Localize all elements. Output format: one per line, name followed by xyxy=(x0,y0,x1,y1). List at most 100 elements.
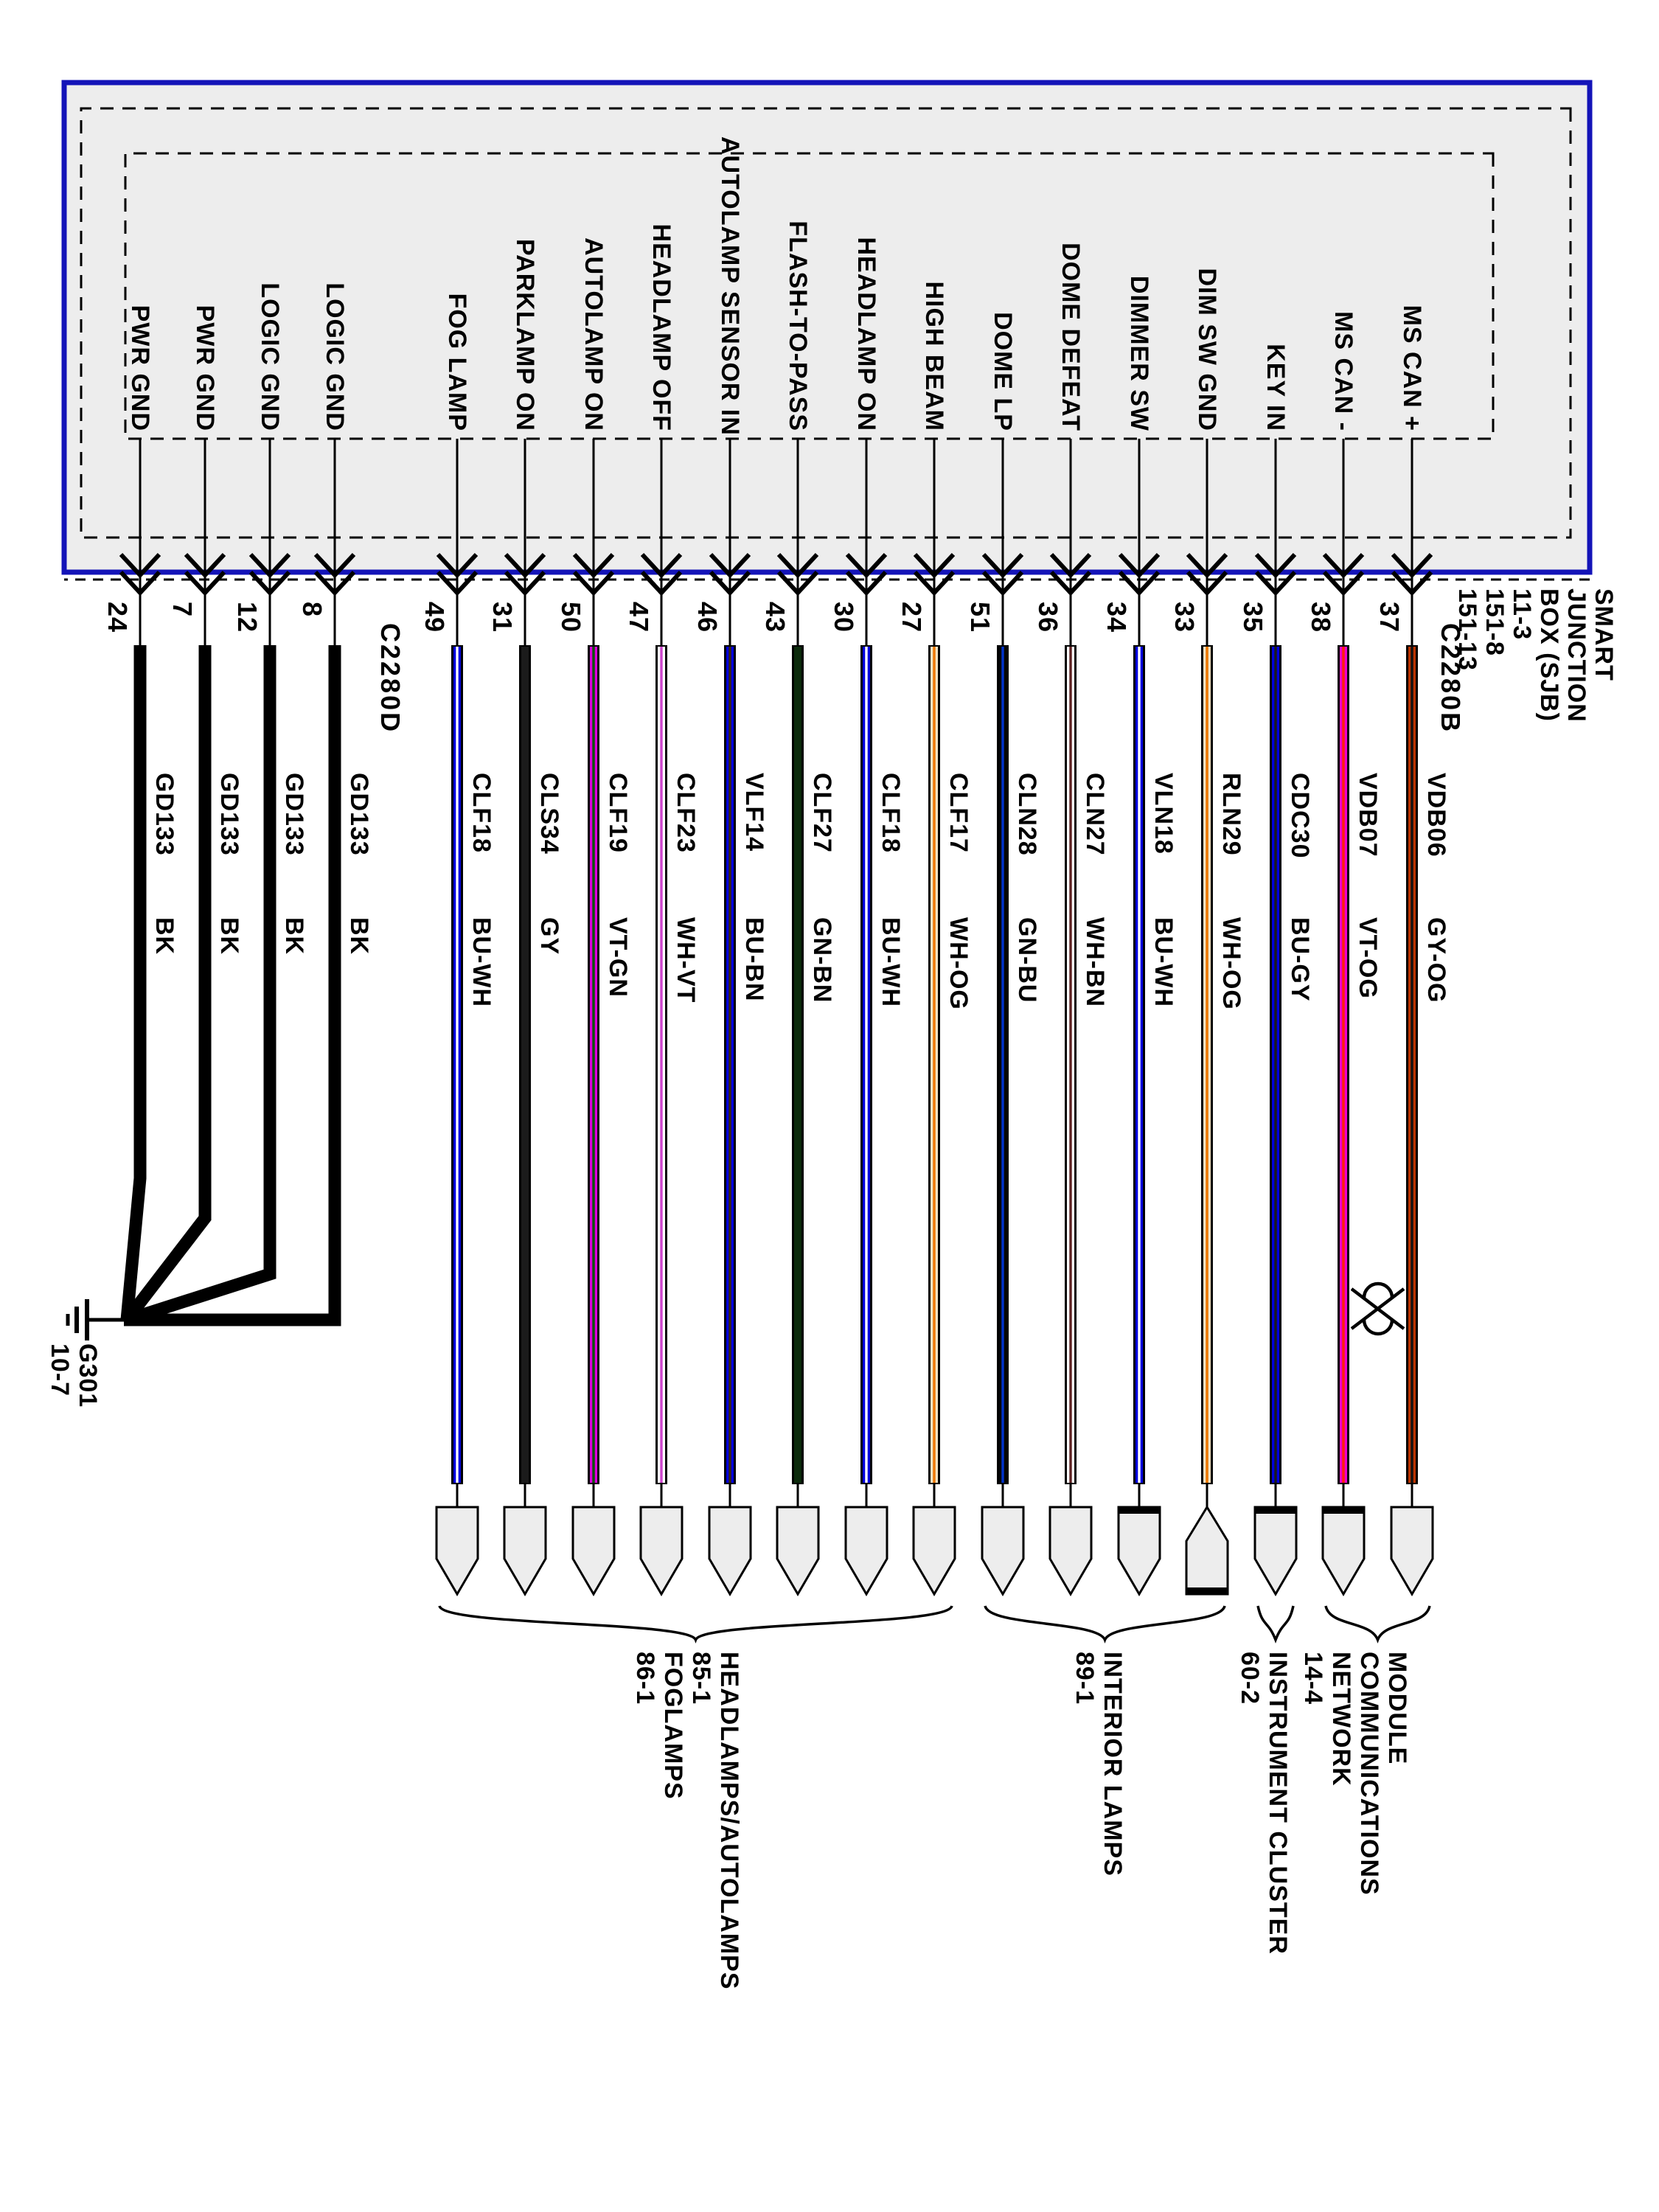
pin-number-49: 49 xyxy=(420,602,450,633)
pin-number-33: 33 xyxy=(1169,602,1200,633)
twisted-pair-icon xyxy=(1362,1281,1394,1298)
pin-arrow-icon xyxy=(572,552,615,579)
connector-id-right: C2280B xyxy=(1436,623,1466,734)
pin-number-50: 50 xyxy=(556,602,586,633)
circuit-code-34: VLN18 xyxy=(1150,773,1178,855)
ground-wire-7 xyxy=(122,645,212,1324)
wire-color-code-46: BU-BN xyxy=(740,917,768,1002)
circuit-code-46: VLF14 xyxy=(740,773,768,852)
pin-arrow-icon xyxy=(184,570,226,597)
wire-color-code-36: WH-BN xyxy=(1081,917,1109,1008)
pin-arrow-icon xyxy=(1049,552,1092,579)
circuit-code-50: CLF19 xyxy=(604,773,632,853)
pin-arrow-icon xyxy=(981,552,1024,579)
pin-arrow-icon xyxy=(1186,552,1228,579)
terminal-connector-43 xyxy=(776,1506,820,1596)
signal-label-38: MS CAN - xyxy=(1329,311,1357,431)
destination-label: 89-1 xyxy=(1071,1652,1099,1705)
signal-label-49: FOG LAMP xyxy=(443,293,471,431)
pin-arrow-icon xyxy=(981,570,1024,597)
pin-arrow-icon xyxy=(1254,570,1297,597)
wire-color-code-30: BU-WH xyxy=(877,917,905,1008)
wire-color-code-50: VT-GN xyxy=(604,917,632,998)
twisted-pair-icon xyxy=(1362,1319,1394,1336)
ground-id: G301 xyxy=(74,1343,102,1408)
destination-label: 14-4 xyxy=(1299,1652,1327,1705)
circuit-code-49: CLF18 xyxy=(467,773,495,853)
signal-label-12: LOGIC GND xyxy=(256,282,284,431)
pin-number-27: 27 xyxy=(897,602,927,633)
signal-label-51: DOME LP xyxy=(989,312,1017,431)
terminal-connector-30 xyxy=(844,1506,888,1596)
signal-label-47: HEADLAMP OFF xyxy=(647,223,675,431)
sjb-outer-dashed-border xyxy=(80,107,1572,539)
signal-label-33: DIM SW GND xyxy=(1193,268,1221,431)
signal-label-35: KEY IN xyxy=(1262,344,1290,431)
wire-color-code-49: BU-WH xyxy=(467,917,495,1008)
signal-label-30: HEADLAMP ON xyxy=(852,237,880,432)
circuit-code-47: CLF23 xyxy=(672,773,700,853)
circuit-code-27: CLF17 xyxy=(945,773,973,853)
terminal-connector-47 xyxy=(639,1506,684,1596)
wire-color-code-38: VT-OG xyxy=(1354,917,1382,999)
pin-arrow-icon xyxy=(845,552,888,579)
circuit-code-7: GD133 xyxy=(215,773,243,856)
wire-color-code-34: BU-WH xyxy=(1150,917,1178,1008)
sjb-title-line: 151-8 xyxy=(1481,588,1509,656)
circuit-code-31: CLS34 xyxy=(535,773,563,855)
sjb-title-line: SMART xyxy=(1590,588,1618,681)
pin-number-51: 51 xyxy=(965,602,995,633)
signal-label-31: PARKLAMP ON xyxy=(511,239,539,431)
ground-wire-24 xyxy=(120,645,147,1321)
terminal-connector-36 xyxy=(1048,1506,1093,1596)
wire-color-code-47: WH-VT xyxy=(672,917,700,1004)
signal-label-8: LOGIC GND xyxy=(321,282,349,431)
wire-color-code-35: BU-GY xyxy=(1286,917,1314,1002)
connector-id-left: C2280D xyxy=(375,623,406,734)
pin-arrow-icon xyxy=(845,570,888,597)
pin-arrow-icon xyxy=(184,552,226,579)
destination-label: 85-1 xyxy=(687,1652,715,1705)
destination-label: NETWORK xyxy=(1327,1652,1355,1787)
pin-arrow-icon xyxy=(1186,570,1228,597)
group-brace-0 xyxy=(438,1604,953,1644)
pin-arrow-icon xyxy=(913,552,956,579)
pin-number-36: 36 xyxy=(1033,602,1063,633)
sjb-box-blue-border xyxy=(61,80,1593,575)
wire-color-code-24: BK xyxy=(150,917,178,956)
circuit-code-51: CLN28 xyxy=(1013,773,1041,856)
pin-number-7: 7 xyxy=(167,602,198,618)
pin-arrow-icon xyxy=(119,552,161,579)
signal-label-34: DIMMER SW xyxy=(1125,275,1153,431)
circuit-code-8: GD133 xyxy=(345,773,373,856)
circuit-code-38: VDB07 xyxy=(1354,773,1382,858)
destination-label: COMMUNICATIONS xyxy=(1355,1652,1383,1896)
circuit-code-43: CLF27 xyxy=(808,773,836,853)
pin-arrow-icon xyxy=(1118,552,1161,579)
pin-arrow-icon xyxy=(313,552,356,579)
destination-label: 60-2 xyxy=(1236,1652,1264,1705)
signal-label-27: HIGH BEAM xyxy=(920,281,948,431)
circuit-code-24: GD133 xyxy=(150,773,178,856)
wire-color-code-33: WH-OG xyxy=(1217,917,1245,1010)
signal-label-24: PWR GND xyxy=(126,305,154,431)
signal-label-36: DOME DEFEAT xyxy=(1057,243,1085,431)
terminal-connector-27 xyxy=(912,1506,956,1596)
signal-label-7: PWR GND xyxy=(191,305,219,431)
wire-color-code-27: WH-OG xyxy=(945,917,973,1010)
terminal-connector-50 xyxy=(571,1506,616,1596)
pin-arrow-icon xyxy=(776,552,819,579)
ground-wire-8 xyxy=(124,645,341,1326)
pin-arrow-icon xyxy=(1118,570,1161,597)
pin-arrow-icon xyxy=(504,552,546,579)
signal-label-50: AUTOLAMP ON xyxy=(580,237,608,431)
circuit-code-35: CDC30 xyxy=(1286,773,1314,859)
wire-color-code-7: BK xyxy=(215,917,243,956)
pin-arrow-icon xyxy=(572,570,615,597)
pin-arrow-icon xyxy=(119,570,161,597)
signal-label-46: AUTOLAMP SENSOR IN xyxy=(716,136,744,436)
